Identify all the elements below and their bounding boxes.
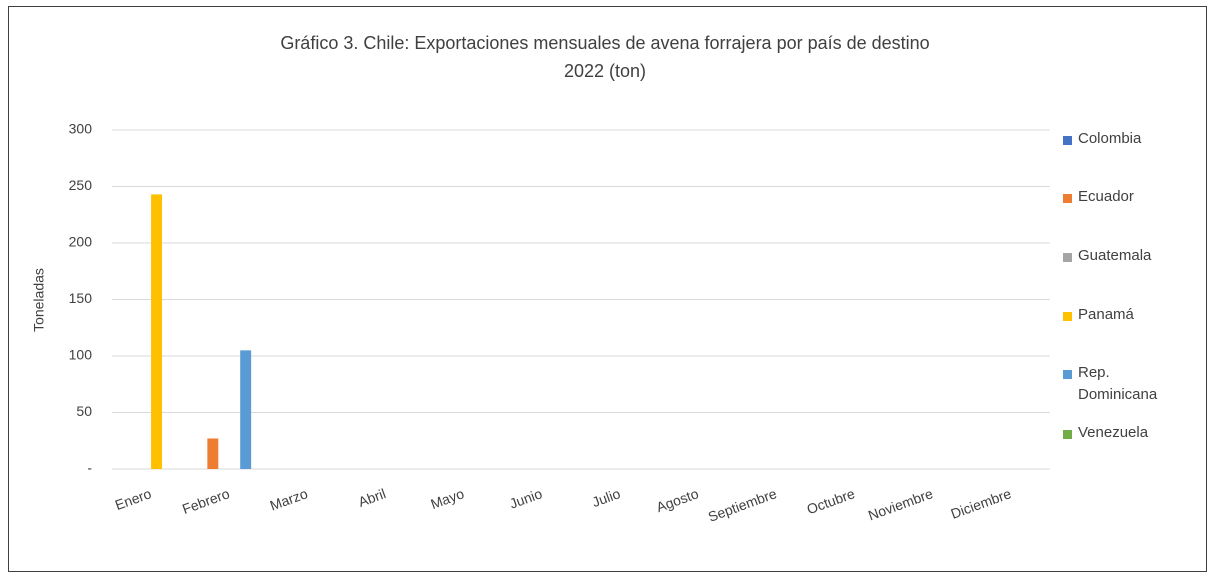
legend-swatch — [1063, 430, 1072, 439]
legend-entry: Colombia — [1063, 130, 1198, 150]
legend-entry: Rep. Dominicana — [1063, 364, 1198, 406]
legend-label: Venezuela — [1078, 424, 1149, 441]
legend-label: Panamá — [1078, 306, 1134, 323]
legend-swatch — [1063, 370, 1072, 379]
chart-title: Gráfico 3. Chile: Exportaciones mensuale… — [280, 33, 929, 53]
legend-entry: Venezuela — [1063, 424, 1198, 444]
legend-swatch — [1063, 253, 1072, 262]
legend-label: Guatemala — [1078, 247, 1152, 264]
x-tick-label: Septiembre — [706, 485, 779, 525]
x-tick-label: Junio — [507, 485, 544, 512]
legend-swatch — [1063, 136, 1072, 145]
legend-entry: Guatemala — [1063, 247, 1198, 267]
legend-entry: Ecuador — [1063, 188, 1198, 208]
y-tick-label: 50 — [76, 403, 92, 419]
legend-swatch — [1063, 312, 1072, 321]
x-tick-label: Febrero — [180, 485, 232, 517]
x-tick-label: Marzo — [268, 485, 310, 513]
x-tick-label: Julio — [590, 485, 623, 510]
y-tick-label: 250 — [69, 177, 93, 193]
y-tick-label: 100 — [69, 347, 93, 363]
chart-subtitle: 2022 (ton) — [564, 61, 646, 81]
x-tick-label: Octubre — [805, 485, 857, 517]
legend-label: Rep. Dominicana — [1078, 364, 1158, 403]
x-tick-label: Diciembre — [949, 485, 1014, 522]
legend-label: Colombia — [1078, 130, 1142, 147]
y-tick-label: 300 — [69, 121, 93, 137]
y-tick-label: 200 — [69, 234, 93, 250]
bar — [151, 194, 163, 469]
legend-label: Ecuador — [1078, 188, 1134, 205]
y-tick-label: - — [87, 460, 92, 476]
bar — [207, 438, 219, 469]
x-tick-label: Abril — [356, 485, 388, 510]
x-tick-label: Agosto — [654, 485, 701, 515]
x-tick-label: Noviembre — [866, 485, 935, 523]
legend-entry: Panamá — [1063, 306, 1198, 326]
y-tick-label: 150 — [69, 290, 93, 306]
x-tick-label: Enero — [113, 485, 154, 513]
x-tick-label: Mayo — [428, 485, 466, 512]
chart-frame — [8, 6, 1207, 572]
legend-swatch — [1063, 194, 1072, 203]
bar — [240, 350, 252, 469]
y-axis-label: Toneladas — [31, 268, 47, 332]
